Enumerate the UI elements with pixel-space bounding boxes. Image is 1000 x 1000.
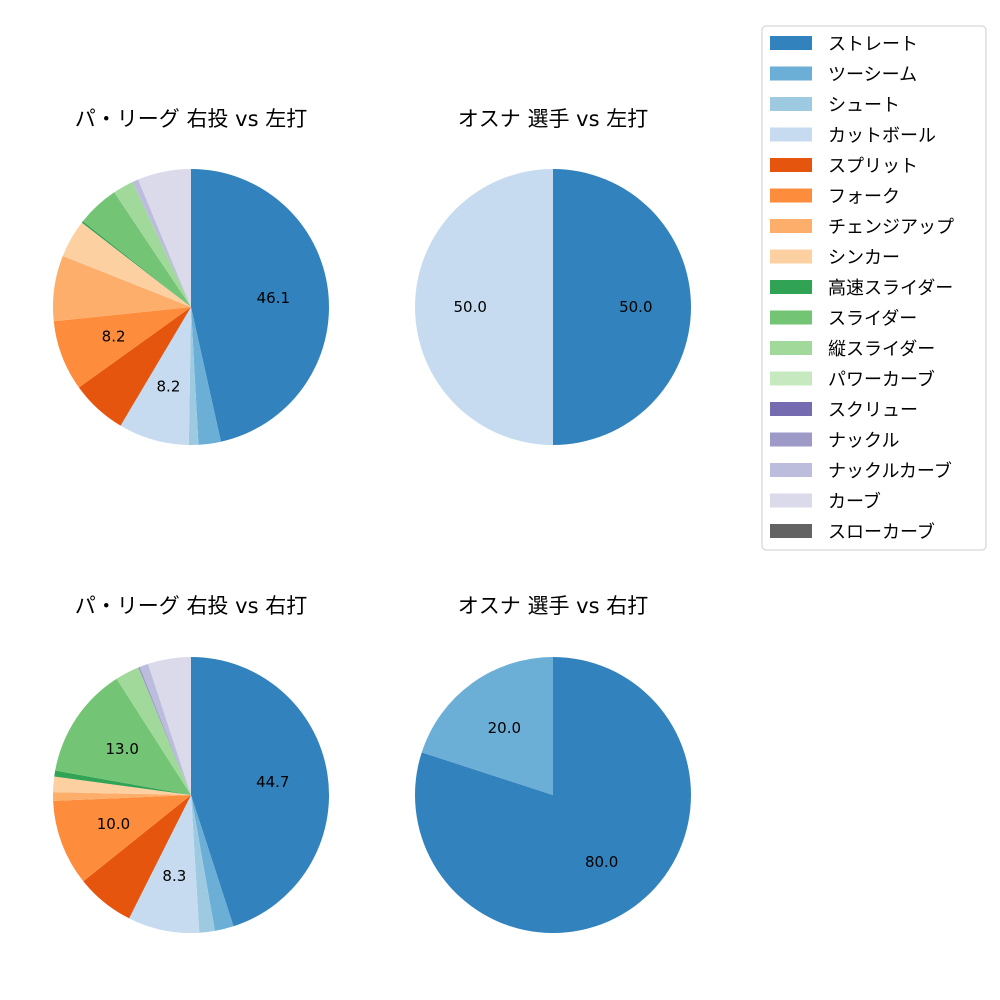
pie-slice bbox=[116, 667, 191, 795]
pie-slice bbox=[191, 795, 215, 933]
legend-swatch bbox=[770, 188, 812, 203]
pie-title: パ・リーグ 右投 vs 右打 bbox=[75, 594, 307, 618]
pie-title: オスナ 選手 vs 左打 bbox=[458, 107, 648, 131]
legend-label: スローカーブ bbox=[828, 521, 935, 543]
legend-swatch bbox=[770, 402, 812, 416]
pie-slice-label: 80.0 bbox=[585, 853, 618, 871]
legend-label: カーブ bbox=[828, 491, 881, 513]
legend-label: ナックル bbox=[828, 431, 899, 452]
pie-title: オスナ 選手 vs 右打 bbox=[458, 594, 648, 618]
pie-slice bbox=[82, 192, 191, 307]
pie-slice-label: 20.0 bbox=[488, 719, 521, 737]
pie-slice bbox=[129, 795, 200, 933]
legend-swatch bbox=[770, 219, 812, 233]
pie-title: パ・リーグ 右投 vs 左打 bbox=[75, 107, 307, 131]
pie-slice-label: 50.0 bbox=[619, 298, 652, 316]
pie-slice bbox=[138, 666, 191, 795]
pie-slice-label: 50.0 bbox=[453, 298, 486, 316]
legend-label: シュート bbox=[828, 95, 900, 116]
pie-slice bbox=[52, 255, 191, 322]
pie-slice bbox=[53, 795, 191, 882]
pie-chart-left-batter-league: パ・リーグ 右投 vs 左打 46.1 8.2 8.2 bbox=[52, 107, 329, 445]
pie-slice bbox=[55, 678, 192, 795]
legend-swatch bbox=[770, 97, 812, 111]
pie-slice bbox=[148, 657, 191, 795]
legend-frame bbox=[761, 25, 987, 551]
legend-swatch bbox=[770, 66, 812, 81]
legend-label: カットボール bbox=[828, 126, 936, 147]
legend-swatch bbox=[770, 371, 812, 386]
pie-slice bbox=[188, 307, 199, 445]
legend-swatch bbox=[770, 158, 812, 172]
legend-swatch bbox=[770, 341, 812, 355]
pie-slice-label: 46.1 bbox=[257, 289, 290, 307]
pie-slice bbox=[139, 663, 191, 795]
pie-slice bbox=[553, 169, 691, 445]
legend-swatch bbox=[770, 36, 812, 50]
legend: ストレートツーシームシュートカットボールスプリットフォークチェンジアップシンカー… bbox=[761, 25, 987, 551]
pie-slice-label: 13.0 bbox=[105, 740, 138, 758]
pie-slice bbox=[78, 307, 191, 426]
pie-slice bbox=[120, 307, 191, 445]
legend-label: シンカー bbox=[828, 248, 900, 269]
pie-slice bbox=[191, 307, 221, 445]
pie-slice-label: 8.2 bbox=[157, 378, 181, 396]
legend-label: ツーシーム bbox=[828, 65, 917, 86]
pie-slice bbox=[54, 770, 191, 795]
legend-label: 縦スライダー bbox=[828, 339, 935, 360]
pie-slice bbox=[191, 169, 329, 442]
legend-label: フォーク bbox=[828, 187, 900, 208]
legend-swatch bbox=[770, 463, 812, 477]
legend-swatch bbox=[770, 127, 812, 142]
legend-label: スクリュー bbox=[828, 400, 918, 421]
pie-slice bbox=[415, 169, 553, 445]
legend-swatch bbox=[770, 524, 812, 538]
pie-slice bbox=[53, 307, 192, 388]
pie-slice bbox=[53, 792, 191, 801]
legend-label: スプリット bbox=[828, 156, 918, 177]
pie-slice bbox=[138, 169, 191, 307]
legend-swatch bbox=[770, 280, 812, 294]
pie-slice bbox=[53, 776, 191, 795]
pie-slice bbox=[81, 221, 191, 307]
pie-slice-label: 44.7 bbox=[256, 773, 289, 791]
pie-slice-label: 10.0 bbox=[97, 815, 130, 833]
pie-slice bbox=[62, 222, 191, 307]
legend-swatch bbox=[770, 493, 812, 508]
pie-slice bbox=[132, 179, 191, 307]
pie-slice bbox=[191, 657, 330, 927]
pie-chart-right-batter-osuna: オスナ 選手 vs 右打 80.0 20.0 bbox=[414, 594, 691, 933]
pie-chart-left-batter-osuna: オスナ 選手 vs 左打 50.0 50.0 bbox=[415, 107, 691, 445]
legend-label: パワーカーブ bbox=[828, 369, 935, 391]
pie-slice-label: 8.2 bbox=[102, 327, 126, 345]
legend-label: チェンジアップ bbox=[828, 217, 954, 238]
pie-slice bbox=[83, 795, 191, 919]
legend-label: ナックルカーブ bbox=[828, 460, 952, 482]
pie-slice bbox=[414, 657, 691, 933]
pie-chart-right-batter-league: パ・リーグ 右投 vs 右打 44.7 8.3 10.0 13.0 bbox=[53, 594, 330, 933]
pie-slice bbox=[421, 657, 553, 795]
legend-label: ストレート bbox=[828, 34, 918, 55]
legend-swatch bbox=[770, 432, 812, 447]
pie-slice-label: 8.3 bbox=[162, 867, 186, 885]
legend-label: 高速スライダー bbox=[828, 278, 953, 299]
pie-slice bbox=[114, 182, 191, 307]
legend-swatch bbox=[770, 249, 812, 264]
legend-label: スライダー bbox=[828, 309, 917, 330]
legend-swatch bbox=[770, 310, 812, 325]
pie-slice bbox=[191, 795, 234, 931]
